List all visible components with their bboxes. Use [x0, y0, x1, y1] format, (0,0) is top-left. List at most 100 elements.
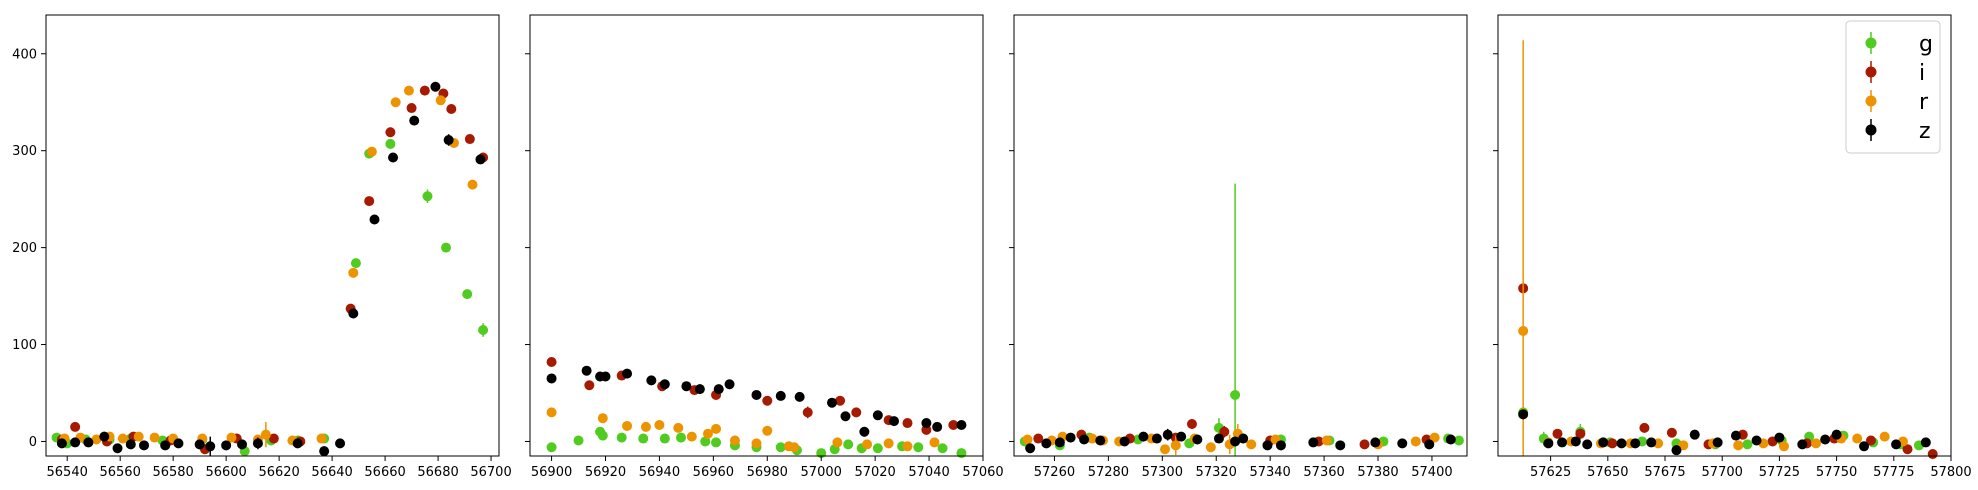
data-point-i: [446, 104, 457, 115]
x-tick-label: 57040: [908, 465, 949, 480]
x-tick-label: 57300: [1142, 465, 1183, 480]
marker-z: [292, 438, 303, 449]
data-point-z: [827, 397, 837, 408]
marker-z: [125, 439, 136, 450]
panel-2: 56900 56920 56940 56960 56980 57000 57020 57040…: [525, 14, 1004, 480]
data-point-z: [292, 438, 303, 449]
data-point-r: [1852, 433, 1863, 444]
data-point-r: [546, 407, 557, 418]
data-point-i: [948, 419, 959, 430]
data-point-z: [1162, 428, 1173, 441]
data-point-r: [1205, 442, 1216, 453]
data-point-r: [729, 435, 740, 446]
legend-label-r: r: [1919, 90, 1929, 115]
data-point-g: [711, 437, 722, 448]
data-point-r: [762, 425, 773, 436]
marker-g: [843, 439, 854, 450]
marker-r: [883, 438, 894, 449]
legend: g i r z: [1845, 20, 1941, 154]
marker-r: [640, 421, 651, 432]
panel-2-y-axis: [525, 53, 530, 442]
marker-r: [316, 433, 327, 444]
marker-z: [1774, 432, 1785, 443]
data-point-r: [1518, 40, 1529, 456]
marker-z: [1054, 437, 1065, 448]
marker-z: [1151, 433, 1162, 444]
marker-i: [1902, 444, 1913, 455]
marker-r: [702, 428, 713, 439]
data-point-i: [1927, 449, 1938, 460]
data-point-g: [422, 189, 433, 204]
marker-r: [789, 442, 800, 453]
data-point-i: [1359, 439, 1370, 450]
data-point-z: [221, 440, 232, 451]
data-point-g: [616, 432, 627, 443]
legend-marker-z: [1865, 124, 1877, 136]
marker-r: [226, 432, 237, 443]
marker-r: [1852, 433, 1863, 444]
panel-3-y-axis: [1009, 53, 1014, 442]
data-point-g: [872, 443, 883, 454]
x-tick-label: 56960: [693, 465, 734, 480]
marker-z: [1138, 431, 1149, 442]
data-point-z: [388, 152, 399, 163]
marker-i: [406, 103, 417, 114]
data-point-r: [1733, 440, 1744, 451]
legend-entry-z: z: [1865, 119, 1931, 144]
marker-i: [1666, 427, 1677, 438]
data-point-r: [403, 85, 414, 96]
marker-z: [1095, 435, 1106, 446]
marker-r: [832, 437, 843, 448]
data-point-z: [794, 391, 805, 402]
data-point-z: [1025, 443, 1036, 454]
marker-i: [762, 395, 773, 406]
data-point-z: [681, 381, 692, 392]
marker-z: [546, 373, 557, 384]
panel-4-x-axis: 57625 57650 57675 57700 57725 57750 57775 57800: [1530, 456, 1972, 480]
data-point-z: [659, 379, 670, 390]
marker-z: [1445, 434, 1456, 445]
marker-g: [546, 442, 557, 453]
data-point-z: [252, 437, 263, 450]
marker-z: [1079, 434, 1090, 445]
data-point-g: [659, 433, 670, 444]
marker-r: [390, 97, 401, 108]
marker-z: [348, 308, 359, 319]
x-tick-label: 56640: [311, 465, 352, 480]
data-point-r: [467, 179, 478, 190]
x-tick-label: 57280: [1088, 465, 1129, 480]
marker-z: [221, 440, 232, 451]
marker-z: [1557, 437, 1568, 448]
data-point-g: [597, 430, 608, 441]
marker-g: [441, 242, 452, 253]
marker-z: [751, 389, 762, 400]
marker-z: [681, 381, 692, 392]
data-point-i: [419, 85, 430, 96]
legend-entry-i: i: [1865, 61, 1925, 86]
marker-r: [366, 146, 377, 157]
marker-z: [1041, 438, 1052, 449]
data-point-g: [775, 442, 786, 453]
data-point-r: [654, 419, 665, 430]
marker-z: [1820, 434, 1831, 445]
x-tick-label: 57400: [1411, 465, 1452, 480]
marker-r: [403, 85, 414, 96]
marker-r: [133, 431, 144, 442]
data-point-z: [99, 431, 110, 442]
legend-entry-g: g: [1865, 32, 1933, 57]
data-point-z: [1041, 438, 1052, 449]
data-point-z: [1557, 437, 1568, 448]
x-tick-label: 57060: [962, 465, 1003, 480]
data-point-z: [840, 411, 851, 422]
x-tick-label: 57775: [1873, 465, 1914, 480]
data-point-z: [1065, 432, 1076, 443]
marker-z: [205, 441, 216, 452]
marker-r: [1778, 441, 1789, 452]
data-point-z: [1230, 436, 1241, 447]
marker-r: [597, 413, 608, 424]
marker-z: [581, 365, 592, 376]
marker-z: [1831, 429, 1842, 440]
marker-z: [1424, 439, 1435, 450]
data-point-z: [1920, 437, 1931, 448]
x-tick-label: 57360: [1303, 465, 1344, 480]
